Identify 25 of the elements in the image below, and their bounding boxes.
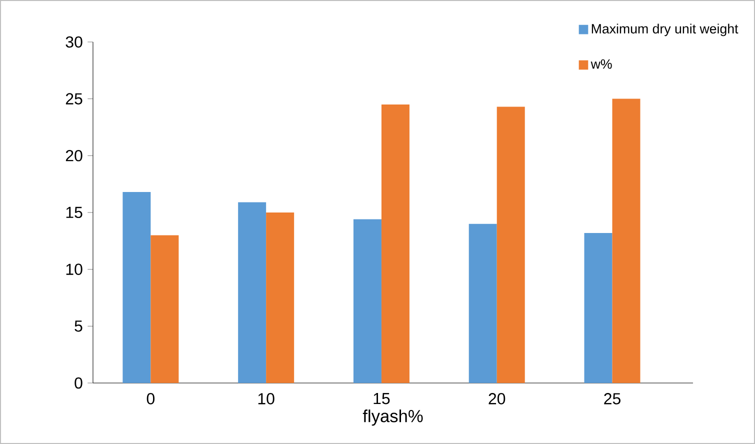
y-tick-label: 20 <box>66 150 82 162</box>
x-tick-label: 10 <box>258 393 274 404</box>
x-axis-title: flyash% <box>362 410 423 426</box>
y-tick-label: 30 <box>66 36 82 48</box>
y-tick-label: 0 <box>74 377 82 389</box>
x-tick-label: 20 <box>488 393 506 404</box>
bar <box>122 192 151 384</box>
bar <box>266 212 294 384</box>
x-tick-label: 0 <box>146 393 155 404</box>
legend-label: w% <box>590 59 612 69</box>
bar <box>238 202 266 384</box>
x-tick-label: 15 <box>374 393 390 404</box>
bar <box>150 235 179 384</box>
y-tick-label: 5 <box>74 320 82 332</box>
legend-label: Maximum dry unit weight <box>592 24 738 36</box>
y-tick-label: 25 <box>66 93 82 104</box>
bar <box>468 224 497 384</box>
y-tick-label: 10 <box>66 264 82 275</box>
x-tick-label: 25 <box>604 393 620 404</box>
bar <box>584 232 612 384</box>
y-tick-label: 15 <box>66 206 82 218</box>
bar <box>496 106 525 384</box>
bar <box>353 219 382 384</box>
bar <box>612 98 640 384</box>
bar <box>381 104 410 384</box>
